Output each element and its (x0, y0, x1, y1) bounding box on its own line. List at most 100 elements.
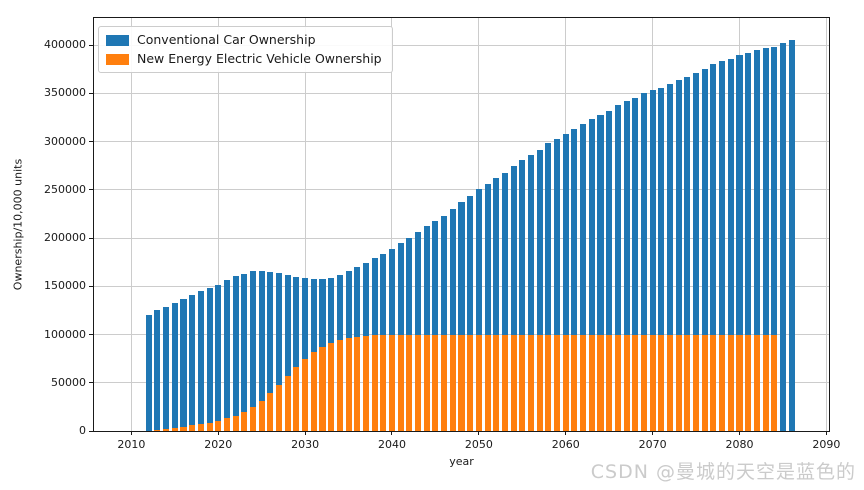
gridline-v (391, 18, 393, 431)
conventional-bar (623, 101, 630, 431)
legend-item-ev: New Energy Electric Vehicle Ownership (106, 52, 382, 66)
conventional-bar (545, 143, 552, 431)
conventional-bar (736, 55, 743, 431)
y-tick-label: 200000 (44, 231, 86, 244)
conventional-bar (571, 128, 578, 431)
conventional-bar (458, 202, 465, 431)
conventional-bar (640, 93, 647, 431)
conventional-bar (189, 294, 196, 431)
ev-series-swatch-icon (106, 53, 129, 65)
y-tick-label: 350000 (44, 86, 86, 100)
y-tick (89, 44, 93, 46)
ev-bar (588, 334, 595, 431)
conventional-bar (745, 52, 752, 431)
ev-bar (554, 334, 561, 431)
ev-bar (501, 334, 508, 431)
ev-bar (276, 384, 283, 431)
conventional-bar (562, 133, 569, 431)
ev-bar (640, 334, 647, 431)
ev-bar (614, 334, 621, 431)
conventional-bar (223, 280, 230, 431)
ev-bar (493, 334, 500, 431)
gridline-h (94, 141, 829, 142)
conventional-bar (753, 50, 760, 431)
ev-bar (727, 334, 734, 431)
ev-bar (345, 338, 352, 431)
conventional-bar (632, 97, 639, 431)
y-tick-label: 250000 (44, 182, 86, 196)
ev-bar (171, 428, 178, 431)
ev-bar (623, 334, 630, 431)
conventional-bar (580, 124, 587, 431)
ev-bar (206, 422, 213, 431)
gridline-h (94, 189, 829, 191)
ev-bar (397, 334, 404, 431)
conventional-bar (493, 178, 500, 431)
conventional-bar (276, 273, 283, 431)
conventional-bar (406, 237, 413, 431)
conventional-bar (206, 287, 213, 431)
ev-bar (449, 334, 456, 431)
ev-bar (771, 334, 778, 431)
ev-bar (658, 334, 665, 431)
gridline-v (825, 18, 827, 431)
ev-bar (701, 334, 708, 431)
x-tick (652, 431, 654, 435)
ev-bar (719, 334, 726, 431)
conventional-bar (527, 155, 535, 431)
ev-bar (527, 334, 535, 431)
conventional-bar (145, 315, 152, 431)
y-tick (89, 92, 93, 94)
conventional-bar (666, 84, 674, 431)
conventional-bar (475, 188, 482, 431)
y-tick (89, 141, 93, 142)
y-tick-label: 150000 (44, 279, 86, 293)
x-tick (130, 431, 132, 435)
conventional-bar (675, 80, 682, 431)
conventional-bar (762, 48, 769, 431)
ev-bar (362, 335, 369, 431)
ev-bar (519, 334, 526, 431)
gridline-h (94, 92, 829, 94)
x-tick (478, 431, 480, 435)
ev-bar (467, 334, 474, 431)
ev-bar (632, 334, 639, 431)
conventional-bar (241, 273, 248, 431)
legend-item-conventional: Conventional Car Ownership (106, 33, 382, 47)
y-tick (89, 430, 93, 432)
conventional-bar (501, 172, 508, 431)
legend: Conventional Car Ownership New Energy El… (98, 26, 393, 73)
y-tick (89, 237, 93, 239)
ev-bar (666, 334, 674, 431)
x-tick (304, 431, 306, 435)
ev-bar (319, 347, 326, 431)
legend-label-conventional: Conventional Car Ownership (137, 32, 316, 47)
ev-bar (354, 336, 361, 431)
x-tick (391, 431, 393, 435)
x-tick-label: 2090 (812, 438, 841, 451)
y-axis-title: Ownership/10,000 units (11, 158, 25, 291)
x-tick-label: 2010 (117, 438, 146, 451)
ev-bar (328, 343, 335, 431)
conventional-bar (215, 284, 222, 431)
ev-bar (163, 429, 170, 431)
conventional-bar (293, 276, 300, 431)
x-tick-label: 2020 (204, 438, 233, 451)
ev-bar (693, 334, 700, 431)
conventional-bar (554, 139, 561, 431)
ev-bar (597, 334, 604, 431)
conventional-bar (684, 76, 691, 431)
ev-bar (571, 334, 578, 431)
ev-bar (371, 335, 378, 431)
y-tick (89, 382, 93, 384)
y-tick (89, 189, 93, 191)
ev-bar (606, 334, 613, 431)
conventional-bar (171, 302, 178, 431)
gridline-v (130, 18, 132, 431)
ev-bar (232, 415, 239, 431)
conventional-bar (415, 232, 422, 431)
ev-bar (223, 418, 230, 431)
gridline-v (304, 18, 306, 431)
conventional-bar (588, 118, 595, 431)
ev-bar (154, 429, 161, 431)
